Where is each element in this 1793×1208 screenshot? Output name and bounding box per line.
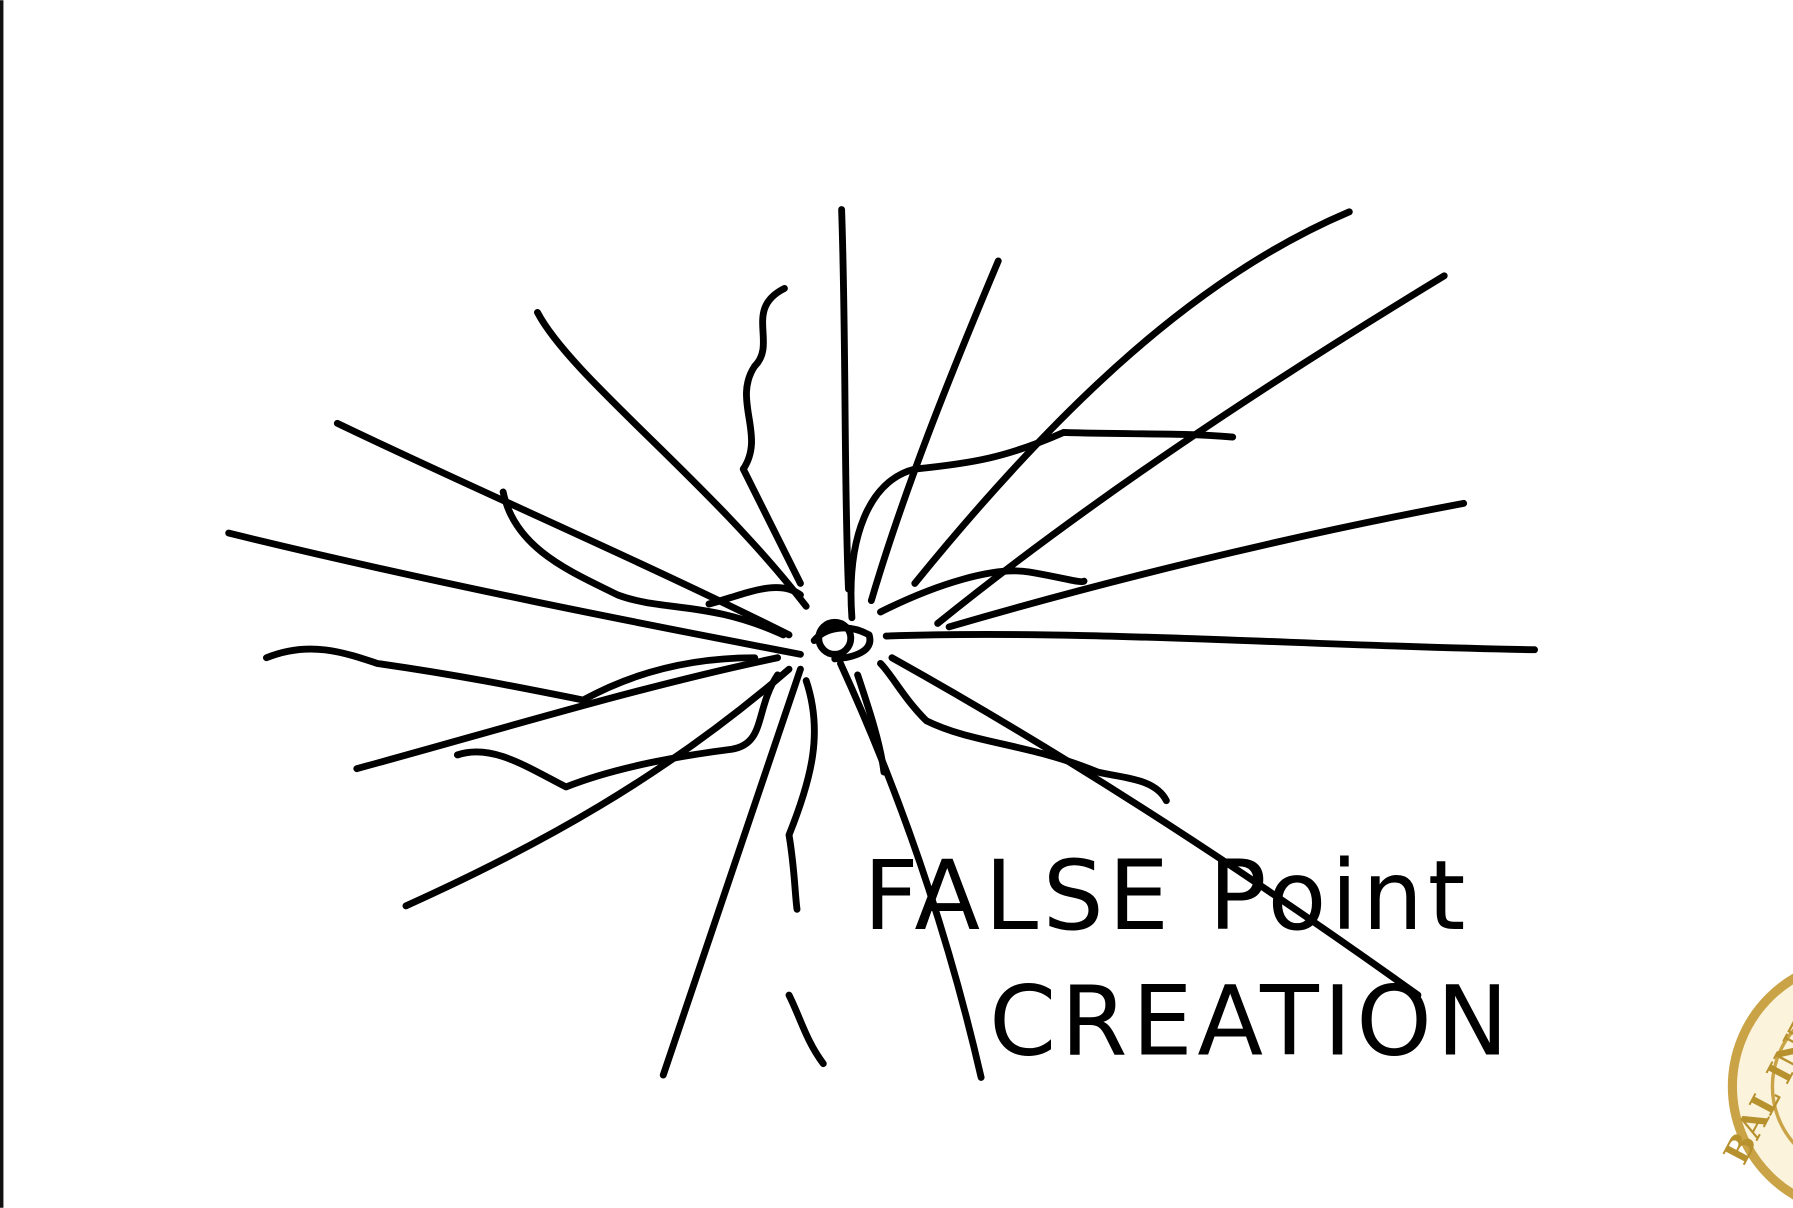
- annotation-line2: CREATION: [989, 966, 1513, 1078]
- star-sketch: [225, 206, 1539, 1081]
- seal-inner: [1770, 1028, 1793, 1145]
- left-edge: [0, 0, 4, 1208]
- annotation-line1: FALSE Point: [863, 840, 1470, 952]
- seal-ring: [1727, 973, 1793, 1200]
